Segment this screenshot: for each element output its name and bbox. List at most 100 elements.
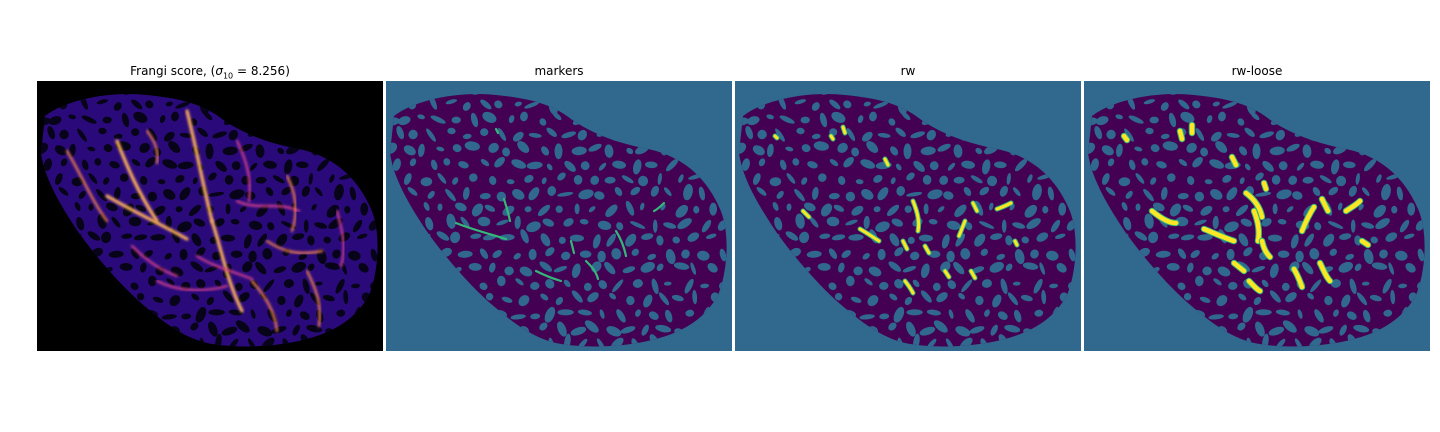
mesh-hole — [819, 233, 831, 239]
mesh-hole — [526, 221, 541, 233]
mesh-hole — [650, 185, 659, 197]
mesh-hole — [322, 294, 335, 302]
vessel-curve — [185, 109, 214, 223]
mesh-hole — [1024, 204, 1038, 218]
mesh-hole — [229, 189, 245, 200]
mesh-hole — [542, 218, 554, 227]
mesh-hole — [979, 186, 990, 196]
mesh-hole — [1034, 309, 1044, 317]
mesh-hole — [946, 220, 961, 231]
mesh-hole — [1288, 175, 1298, 185]
mesh-hole — [598, 162, 607, 171]
mesh-hole — [96, 99, 109, 105]
mesh-hole — [953, 261, 965, 275]
mesh-hole — [292, 233, 305, 240]
mesh-hole — [1251, 266, 1266, 273]
mesh-hole — [1192, 100, 1201, 109]
mesh-hole — [701, 219, 712, 233]
mesh-hole — [1012, 187, 1021, 197]
mesh-hole — [119, 262, 133, 271]
mesh-hole — [460, 216, 470, 228]
segment — [1261, 180, 1269, 192]
mesh-hole — [1095, 116, 1109, 126]
mesh-hole — [513, 253, 521, 260]
mesh-hole — [571, 290, 583, 303]
mesh-hole — [1262, 160, 1274, 172]
mesh-hole — [1041, 289, 1047, 305]
mesh-hole — [811, 102, 820, 111]
mesh-hole — [480, 159, 490, 167]
mesh-hole — [1135, 203, 1141, 211]
mesh-hole — [719, 248, 727, 262]
mesh-hole — [324, 262, 341, 270]
vessel-curve — [250, 279, 279, 333]
mesh-hole — [1166, 262, 1180, 271]
mesh-hole — [990, 233, 1003, 240]
segment — [1149, 208, 1179, 226]
mesh-hole — [1269, 146, 1285, 156]
mesh-hole — [341, 262, 348, 275]
mesh-hole — [540, 293, 549, 301]
mesh-hole — [121, 233, 133, 239]
mesh-hole — [255, 144, 265, 158]
mesh-hole — [766, 114, 775, 120]
mesh-hole — [74, 201, 81, 211]
mesh-hole — [344, 205, 351, 214]
mesh-hole — [181, 281, 191, 290]
mesh-hole — [1302, 144, 1312, 158]
mesh-hole — [1309, 248, 1320, 260]
mesh-hole — [281, 186, 292, 196]
mesh-hole — [1269, 290, 1281, 303]
mesh-hole — [496, 219, 509, 226]
segment — [1121, 133, 1130, 143]
mesh-hole — [152, 296, 164, 303]
segment — [883, 157, 890, 167]
markers-seeds — [454, 127, 666, 283]
mesh-hole — [506, 179, 515, 185]
mesh-hole — [261, 337, 275, 347]
rw-image — [735, 81, 1081, 351]
mesh-hole — [588, 143, 602, 152]
mesh-hole — [647, 253, 657, 260]
marker-seed — [584, 259, 600, 281]
mesh-hole — [1396, 186, 1404, 201]
mesh-hole — [1030, 249, 1039, 259]
mesh-hole — [912, 279, 920, 288]
mesh-hole — [1000, 278, 1008, 295]
mesh-hole — [656, 263, 664, 272]
mesh-hole — [231, 161, 241, 171]
mesh-hole — [857, 115, 864, 124]
mesh-hole — [255, 176, 267, 184]
mesh-hole — [592, 234, 601, 249]
mesh-hole — [470, 112, 479, 128]
mesh-hole — [978, 221, 995, 229]
mesh-hole — [955, 326, 971, 337]
mesh-hole — [222, 146, 238, 156]
mesh-hole — [470, 233, 482, 239]
mesh-hole — [707, 262, 718, 273]
mesh-hole — [671, 294, 684, 302]
mesh-hole — [888, 261, 902, 272]
mesh-hole — [896, 186, 906, 196]
mesh-hole — [520, 111, 528, 122]
mesh-hole — [739, 142, 747, 154]
mesh-hole — [673, 262, 690, 270]
mesh-hole — [1178, 159, 1188, 167]
mesh-hole — [314, 222, 328, 229]
mesh-hole — [403, 173, 412, 185]
mesh-hole — [1068, 248, 1076, 262]
mesh-hole — [837, 142, 848, 153]
mesh-hole — [1209, 159, 1225, 169]
mesh-hole — [452, 144, 462, 153]
panel-title-rw: rw — [900, 64, 916, 78]
mesh-hole — [569, 234, 584, 242]
mesh-hole — [356, 233, 368, 239]
mesh-hole — [583, 282, 592, 291]
mesh-hole — [335, 278, 345, 294]
mesh-hole — [157, 179, 166, 185]
mesh-hole — [497, 128, 507, 141]
mesh-hole — [294, 294, 304, 308]
mesh-hole — [867, 295, 879, 307]
mesh-hole — [283, 159, 293, 175]
segment — [801, 209, 811, 219]
